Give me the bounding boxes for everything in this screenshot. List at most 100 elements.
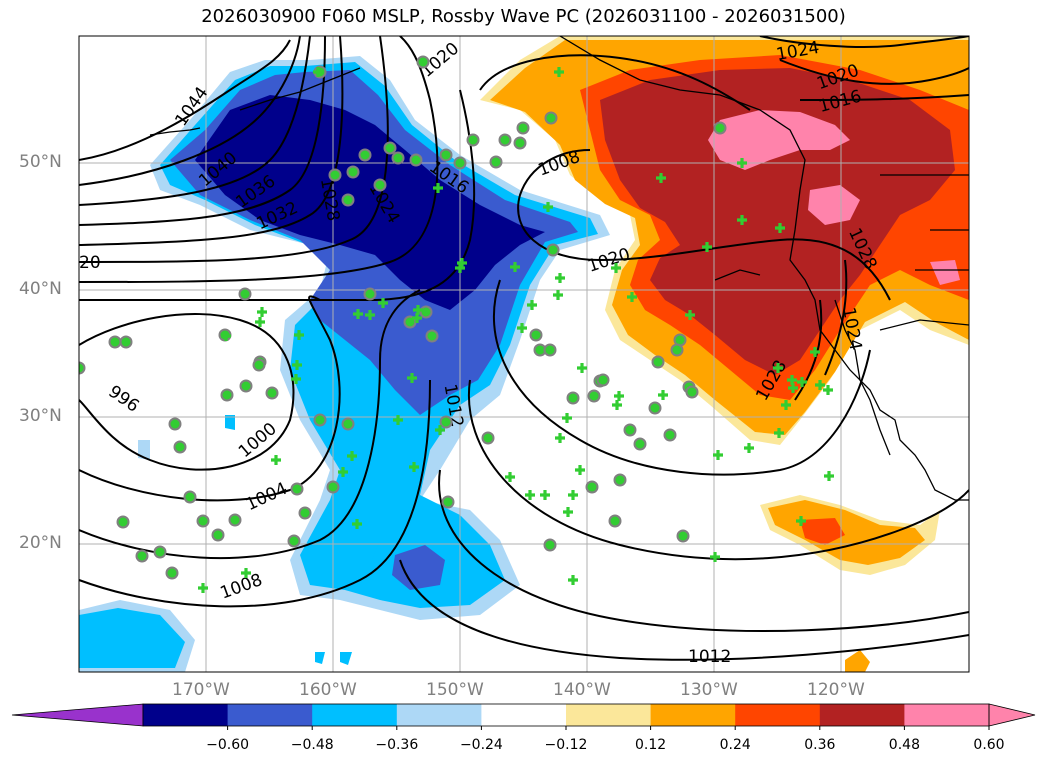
station-circle-marker — [211, 528, 225, 542]
colorbar-segment — [904, 704, 990, 726]
station-plus-marker — [271, 455, 281, 465]
station-circle-marker — [373, 178, 387, 192]
colorbar-tick-label: −0.48 — [290, 737, 334, 753]
station-plus-marker — [313, 67, 323, 77]
station-plus-marker — [781, 400, 791, 410]
station-plus-marker — [568, 490, 578, 500]
station-circle-marker — [566, 391, 580, 405]
map-title: 2026030900 F060 MSLP, Rossby Wave PC (20… — [201, 6, 846, 27]
station-plus-marker — [555, 273, 565, 283]
station-circle-marker — [648, 401, 662, 415]
station-circle-marker — [481, 431, 495, 445]
station-plus-marker — [365, 310, 375, 320]
station-circle-marker — [544, 111, 558, 125]
station-plus-marker — [553, 290, 563, 300]
station-plus-marker — [710, 552, 720, 562]
station-plus-marker — [554, 67, 564, 77]
station-circle-marker — [391, 151, 405, 165]
station-plus-marker — [292, 360, 302, 370]
station-circle-marker — [313, 413, 327, 427]
station-plus-marker — [433, 183, 443, 193]
station-circle-marker — [119, 335, 133, 349]
isobars — [79, 36, 969, 661]
station-plus-marker — [744, 443, 754, 453]
station-circle-marker — [543, 538, 557, 552]
station-circle-marker — [153, 545, 167, 559]
colorbar-segment — [735, 704, 821, 726]
station-plus-marker — [775, 223, 785, 233]
station-circle-marker — [239, 379, 253, 393]
station-circle-marker — [116, 515, 130, 529]
lon-label-150w: 150°W — [426, 680, 484, 700]
station-plus-marker — [393, 415, 403, 425]
colorbar-extension-low — [11, 703, 144, 727]
lat-label-20n: 20°N — [19, 533, 62, 553]
station-circle-marker — [608, 514, 622, 528]
station-plus-marker — [198, 583, 208, 593]
station-plus-marker — [796, 516, 806, 526]
station-circle-marker — [183, 490, 197, 504]
station-circle-marker — [489, 155, 503, 169]
colorbar-tick-label: 0.48 — [888, 737, 920, 753]
colorbar-tick-label: −0.12 — [544, 737, 588, 753]
colorbar-segment — [819, 704, 905, 726]
station-plus-marker — [815, 380, 825, 390]
station-plus-marker — [505, 472, 515, 482]
station-circle-marker — [238, 287, 252, 301]
station-plus-marker — [435, 425, 445, 435]
colorbar-extension-high — [988, 703, 1036, 727]
station-circle-marker — [79, 361, 86, 375]
colorbar-tick-label: 0.24 — [719, 737, 751, 753]
station-plus-marker — [347, 451, 357, 461]
station-circle-marker — [416, 55, 430, 69]
station-circle-marker — [685, 385, 699, 399]
station-circle-marker — [587, 389, 601, 403]
lat-label-30n: 30°N — [19, 406, 62, 426]
lon-label-140w: 140°W — [553, 680, 611, 700]
station-circle-marker — [439, 415, 453, 429]
station-circle-marker — [346, 165, 360, 179]
station-circle-marker — [341, 417, 355, 431]
station-circle-marker — [168, 417, 182, 431]
station-plus-marker — [577, 363, 587, 373]
station-plus-marker — [407, 373, 417, 383]
station-circle-marker — [196, 514, 210, 528]
station-circle-marker — [529, 328, 543, 342]
station-circle-marker — [466, 133, 480, 147]
station-markers — [79, 55, 834, 593]
station-plus-marker — [737, 215, 747, 225]
station-plus-marker — [612, 400, 622, 410]
station-circle-marker — [633, 437, 647, 451]
station-plus-marker — [352, 519, 362, 529]
station-circle-marker — [623, 423, 637, 437]
station-plus-marker — [353, 309, 363, 319]
station-circle-marker — [663, 428, 677, 442]
colorbar-segment — [227, 704, 313, 726]
station-circle-marker — [326, 480, 340, 494]
map-frame — [78, 35, 970, 673]
station-plus-marker — [525, 490, 535, 500]
lat-label-50n: 50°N — [19, 152, 62, 172]
station-plus-marker — [627, 292, 637, 302]
station-circle-marker — [596, 373, 610, 387]
station-circle-marker — [290, 482, 304, 496]
station-plus-marker — [562, 413, 572, 423]
station-circle-marker — [341, 193, 355, 207]
positive-anomaly-shading — [480, 36, 969, 672]
station-plus-marker — [338, 467, 348, 477]
station-plus-marker — [510, 262, 520, 272]
station-plus-marker — [378, 298, 388, 308]
station-plus-marker — [810, 347, 820, 357]
station-circle-marker — [439, 148, 453, 162]
station-circle-marker — [252, 358, 266, 372]
station-circle-marker — [613, 473, 627, 487]
colorbar — [11, 703, 1036, 730]
colorbar-segment — [650, 704, 736, 726]
station-plus-marker — [568, 575, 578, 585]
lon-label-120w: 120°W — [807, 680, 865, 700]
isobar-label: 1012 — [688, 647, 731, 667]
station-circle-marker — [676, 529, 690, 543]
colorbar-segment — [566, 704, 652, 726]
colorbar-segment — [312, 704, 398, 726]
